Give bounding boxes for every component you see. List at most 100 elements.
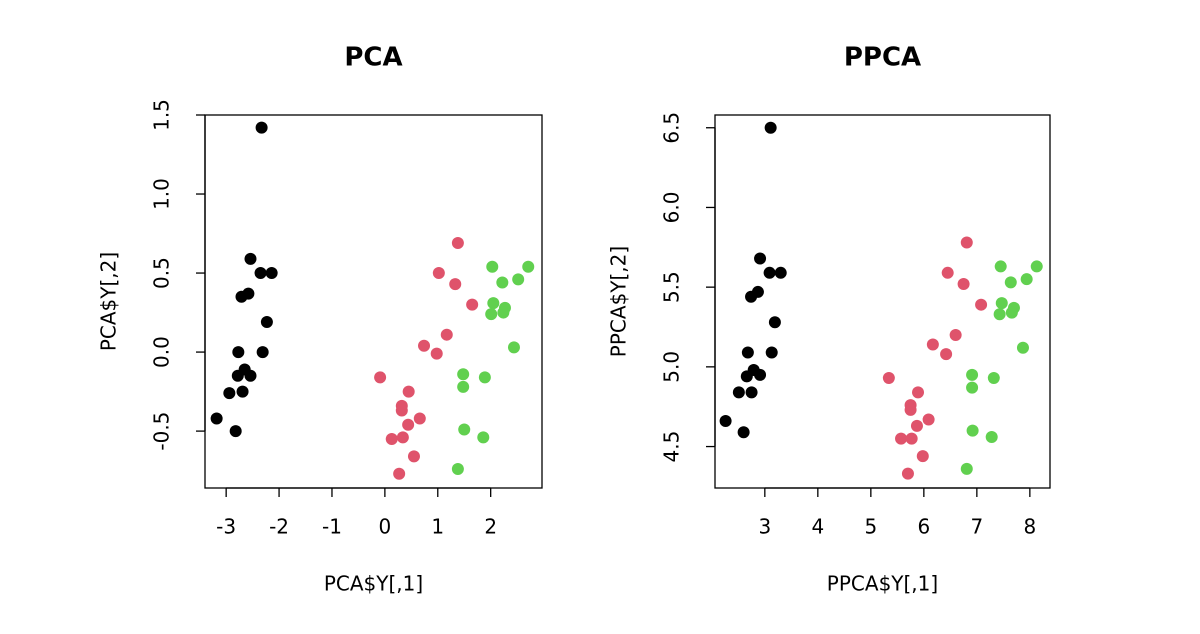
y-tick-label: 0.0	[150, 336, 174, 368]
y-tick-label: 6.0	[660, 192, 684, 224]
point	[765, 346, 778, 359]
point	[449, 278, 462, 291]
point	[418, 339, 431, 352]
point	[497, 306, 510, 319]
point	[737, 426, 750, 439]
x-tick-label: -1	[322, 515, 342, 539]
point	[440, 328, 453, 341]
point	[393, 467, 406, 480]
y-tick-label: 4.5	[660, 431, 684, 463]
point	[1005, 306, 1018, 319]
point	[265, 267, 278, 280]
point	[402, 418, 415, 431]
point	[458, 423, 471, 436]
x-tick-label: -2	[269, 515, 289, 539]
point	[487, 297, 500, 310]
y-tick-label: 1.0	[150, 178, 174, 210]
y-tick-label: 6.5	[660, 112, 684, 144]
y-axis-label: PPCA$Y[,2]	[607, 246, 631, 357]
point	[901, 467, 914, 480]
point	[223, 387, 236, 400]
point	[904, 403, 917, 416]
point	[754, 368, 767, 381]
point	[374, 371, 387, 384]
point	[466, 298, 479, 311]
point	[960, 462, 973, 475]
point	[745, 290, 758, 303]
point	[451, 463, 464, 476]
point	[236, 385, 249, 398]
y-tick-label: 0.5	[150, 257, 174, 289]
point	[882, 372, 895, 385]
point	[960, 236, 973, 249]
point	[229, 425, 242, 438]
point	[522, 260, 535, 273]
y-tick-label: 5.5	[660, 271, 684, 303]
point	[457, 368, 470, 381]
point	[477, 431, 490, 444]
y-tick-label: -0.5	[150, 412, 174, 451]
point	[254, 267, 267, 280]
point	[235, 290, 248, 303]
point	[486, 260, 499, 273]
point	[430, 347, 443, 360]
point	[485, 308, 498, 321]
x-tick-label: 6	[917, 515, 930, 539]
point	[975, 298, 988, 311]
point	[231, 369, 244, 382]
point	[966, 368, 979, 381]
point	[768, 316, 781, 329]
point	[912, 386, 925, 399]
x-tick-label: -3	[216, 515, 236, 539]
y-tick-label: 1.5	[150, 99, 174, 131]
point	[741, 346, 754, 359]
chart-title: PCA	[344, 43, 402, 73]
point	[922, 413, 935, 426]
x-axis-label: PCA$Y[,1]	[324, 572, 423, 596]
point	[210, 412, 223, 425]
chart-title: PPCA	[844, 43, 921, 73]
point	[941, 266, 954, 279]
x-tick-label: 5	[864, 515, 877, 539]
point	[905, 432, 918, 445]
point	[910, 419, 923, 432]
point	[764, 121, 777, 134]
point	[402, 385, 415, 398]
point	[719, 415, 732, 428]
point	[457, 380, 470, 393]
x-axis-label: PPCA$Y[,1]	[827, 572, 938, 596]
x-tick-label: 4	[811, 515, 824, 539]
point	[395, 404, 408, 417]
x-tick-label: 1	[431, 515, 444, 539]
point	[754, 252, 767, 265]
point	[940, 348, 953, 361]
y-axis-label: PCA$Y[,2]	[97, 252, 121, 351]
x-tick-label: 0	[379, 515, 392, 539]
point	[478, 371, 491, 384]
point	[987, 372, 1000, 385]
point	[966, 381, 979, 394]
point	[763, 266, 776, 279]
point	[1030, 260, 1043, 273]
point	[957, 277, 970, 290]
point	[512, 273, 525, 286]
point	[413, 412, 426, 425]
point	[1016, 341, 1029, 354]
point	[994, 260, 1007, 273]
point	[260, 316, 273, 329]
point	[507, 341, 520, 354]
point	[949, 328, 962, 341]
point	[244, 252, 257, 265]
point	[432, 267, 445, 280]
point	[451, 237, 464, 250]
point	[926, 338, 939, 351]
point	[985, 430, 998, 443]
point	[385, 433, 398, 446]
point	[244, 369, 257, 382]
point	[256, 346, 269, 359]
x-tick-label: 3	[758, 515, 771, 539]
x-tick-label: 2	[484, 515, 497, 539]
point	[995, 297, 1008, 310]
point	[232, 346, 245, 359]
